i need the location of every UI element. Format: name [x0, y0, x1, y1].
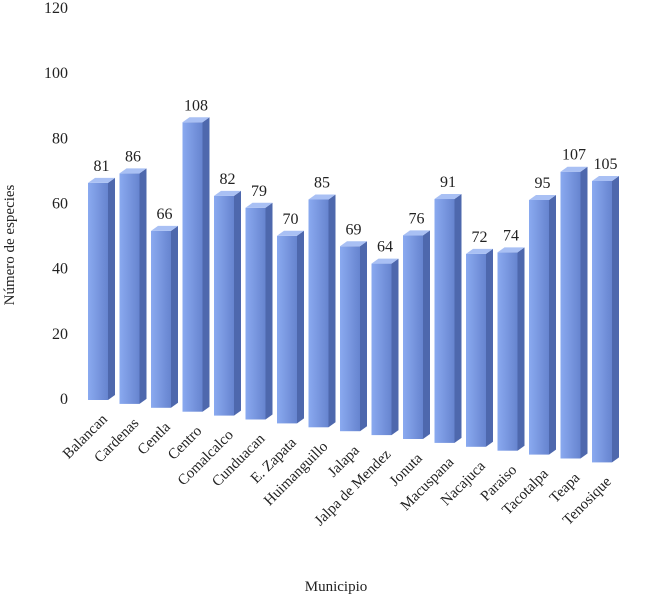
bar: [529, 195, 556, 455]
bar-side: [108, 177, 115, 400]
bar-side: [139, 168, 147, 404]
data-label: 64: [377, 239, 393, 256]
bar: [182, 117, 210, 412]
data-label: 95: [535, 175, 551, 192]
bar-side: [549, 195, 556, 455]
data-label: 82: [220, 171, 236, 188]
data-label: 74: [503, 227, 519, 244]
y-tick-label: 100: [44, 65, 68, 82]
bar-side: [234, 190, 241, 416]
bar-top: [497, 247, 525, 253]
bar: [308, 194, 336, 428]
data-label: 66: [157, 206, 173, 223]
bar-front: [340, 246, 360, 432]
data-labels: 81 86 66 108 82 79 70 85 69 64 76 91 72 74 95 107 105: [94, 97, 618, 255]
bar-top: [308, 194, 336, 200]
bar: [403, 230, 430, 439]
bar: [277, 230, 304, 424]
data-label: 85: [314, 175, 330, 192]
bar-top: [245, 202, 273, 208]
bar-top: [182, 117, 210, 123]
bar: [88, 177, 115, 400]
x-axis-title: Municipio: [305, 579, 368, 595]
bar-side: [486, 248, 493, 447]
data-label: 79: [251, 183, 267, 200]
data-label: 91: [440, 174, 456, 191]
bar-top: [340, 241, 367, 247]
bar-front: [119, 173, 140, 404]
bar-front: [151, 230, 171, 408]
bar-side: [454, 194, 462, 443]
bar-side: [297, 230, 304, 424]
bar-top: [434, 194, 462, 200]
bar-top: [277, 230, 304, 236]
data-label: 69: [346, 221, 362, 238]
bar-front: [182, 122, 203, 412]
data-label: 86: [125, 148, 141, 165]
bar-top: [529, 195, 556, 200]
y-tick-label: 80: [52, 130, 68, 147]
bar-top: [403, 230, 430, 236]
bar-front: [592, 181, 612, 463]
bar-front: [277, 235, 297, 424]
bar-top: [214, 190, 241, 196]
bar-top: [371, 258, 399, 264]
bar: [592, 176, 619, 463]
bar-side: [360, 241, 367, 432]
bar-front: [245, 207, 266, 420]
y-tick-label: 0: [60, 391, 68, 408]
bar-front: [434, 199, 455, 443]
bar: [497, 247, 525, 451]
bar: [214, 190, 241, 416]
y-tick-label: 20: [52, 326, 68, 343]
y-axis-title: Número de especies: [2, 184, 18, 305]
bar-front: [403, 235, 423, 439]
bar-front: [88, 182, 108, 400]
bar-top: [560, 166, 588, 172]
data-label: 107: [562, 147, 586, 164]
y-axis-ticks: 0 20 40 60 80 100 120: [44, 0, 68, 408]
bar-top: [151, 225, 178, 231]
bar-front: [497, 252, 518, 451]
bar-side: [580, 166, 588, 459]
bar: [560, 166, 588, 459]
data-label: 81: [94, 158, 110, 175]
bar-top: [592, 176, 619, 181]
bar-top: [119, 168, 147, 174]
bar-front: [529, 200, 549, 455]
bar-side: [423, 230, 430, 439]
data-label: 70: [283, 211, 299, 228]
bar-side: [328, 194, 336, 428]
bar-front: [466, 253, 486, 447]
bar-front: [560, 171, 581, 459]
bar: [119, 168, 147, 404]
bar: [340, 241, 367, 432]
bar-top: [466, 248, 493, 254]
bar: [466, 248, 493, 447]
bar: [151, 225, 178, 408]
data-label: 105: [594, 156, 618, 173]
y-tick-label: 60: [52, 196, 68, 213]
bar-side: [612, 176, 619, 463]
bar-front: [371, 263, 392, 436]
bar-side: [202, 117, 210, 412]
y-tick-label: 40: [52, 261, 68, 278]
bar-side: [171, 225, 178, 408]
bar-side: [391, 258, 399, 436]
bar-side: [265, 202, 273, 420]
bar-front: [308, 199, 329, 428]
bar: [371, 258, 399, 436]
data-label: 108: [184, 97, 208, 114]
bar-front: [214, 195, 234, 416]
bar-top: [88, 177, 115, 183]
data-label: 76: [409, 210, 425, 227]
bar: [245, 202, 273, 420]
bar-side: [517, 247, 525, 451]
bar: [434, 194, 462, 443]
y-tick-label: 120: [44, 0, 68, 17]
data-label: 72: [472, 229, 488, 246]
bars: [88, 117, 619, 463]
